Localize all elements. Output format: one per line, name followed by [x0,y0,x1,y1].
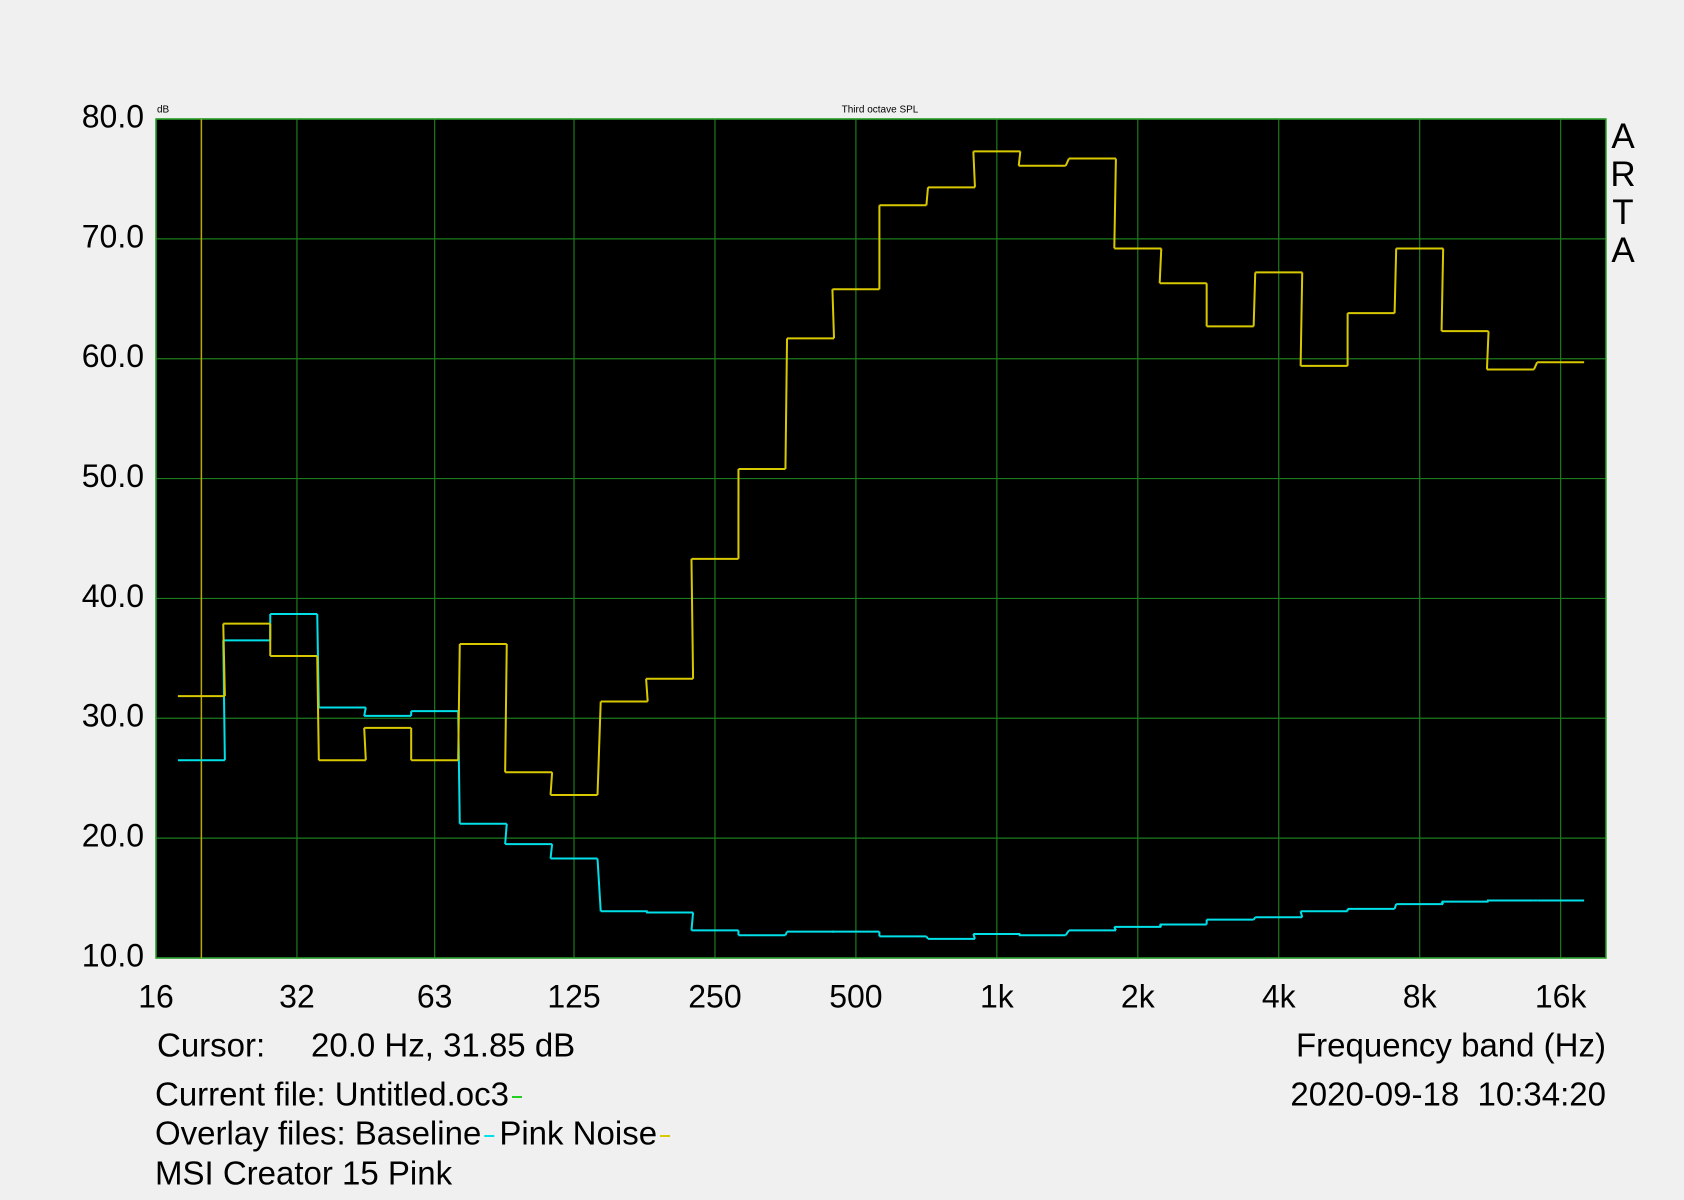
series [177,150,1585,796]
step-riser [363,727,367,761]
step-riser [549,844,554,859]
step-riser [784,338,789,469]
plot-border [155,118,1607,959]
y-unit: dB [157,105,170,116]
overlay-label: Overlay files: [155,1115,346,1152]
current-file: Current file: Untitled.oc3 [155,1076,509,1113]
y-tick-label: 70.0 [82,218,144,254]
step-riser [1064,929,1070,936]
cursor-readout: 20.0 Hz, 31.85 dB [311,1027,575,1064]
step-riser [504,823,508,845]
step-riser [690,558,695,679]
step-riser [645,678,649,702]
x-tick-label: 1k [980,978,1015,1014]
y-tick-label: 60.0 [82,338,144,374]
step-riser [690,912,695,931]
step-riser [1440,248,1445,332]
step-riser [1252,272,1257,327]
step-riser [925,935,929,940]
step-riser [1533,361,1539,370]
y-tick-label: 30.0 [82,698,144,734]
step-riser [1299,272,1304,366]
x-tick-label: 2k [1121,978,1156,1014]
x-tick-label: 8k [1403,978,1438,1014]
x-tick-label: 4k [1262,978,1297,1014]
x-axis-label: Frequency band (Hz) [1296,1027,1606,1064]
y-tick-label: 40.0 [82,578,144,614]
step-riser [457,643,461,761]
x-tick-label: 500 [829,978,882,1014]
step-riser [1064,158,1070,167]
step-riser [784,931,788,936]
note: MSI Creator 15 Pink [155,1155,453,1192]
step-riser [925,187,929,206]
legend-entry: Pink Noise [499,1115,657,1152]
y-tick-label: 50.0 [82,458,144,494]
step-riser [596,858,602,912]
x-tick-label: 63 [417,978,453,1014]
step-riser [1113,158,1117,249]
step-riser [316,655,320,761]
chart-title: Third octave SPL [842,105,919,116]
x-tick-label: 16 [138,978,174,1014]
step-riser [1393,248,1398,314]
step-riser [1158,248,1163,284]
timestamp: 2020-09-18 10:34:20 [1290,1076,1606,1113]
y-tick-label: 10.0 [82,937,144,973]
step-riser [1393,903,1398,910]
step-riser [831,289,836,339]
step-riser [972,151,976,188]
step-riser [1485,331,1490,370]
step-riser [222,623,226,697]
step-riser [1017,151,1022,166]
step-riser [549,772,554,796]
step-riser [504,643,508,773]
x-tick-label: 16k [1535,978,1588,1014]
x-tick-label: 250 [688,978,741,1014]
step-riser [1252,916,1257,921]
watermark: ARTA [1610,117,1636,270]
x-tick-label: 125 [547,978,600,1014]
legend-entry: Baseline [355,1115,482,1152]
grid [155,118,1606,959]
y-tick-label: 20.0 [82,818,144,854]
cursor-label: Cursor: [157,1027,265,1064]
step-riser [363,707,367,717]
step-riser [596,701,602,796]
y-tick-label: 80.0 [82,98,144,134]
x-tick-label: 32 [279,978,315,1014]
plot-area [156,119,1606,958]
